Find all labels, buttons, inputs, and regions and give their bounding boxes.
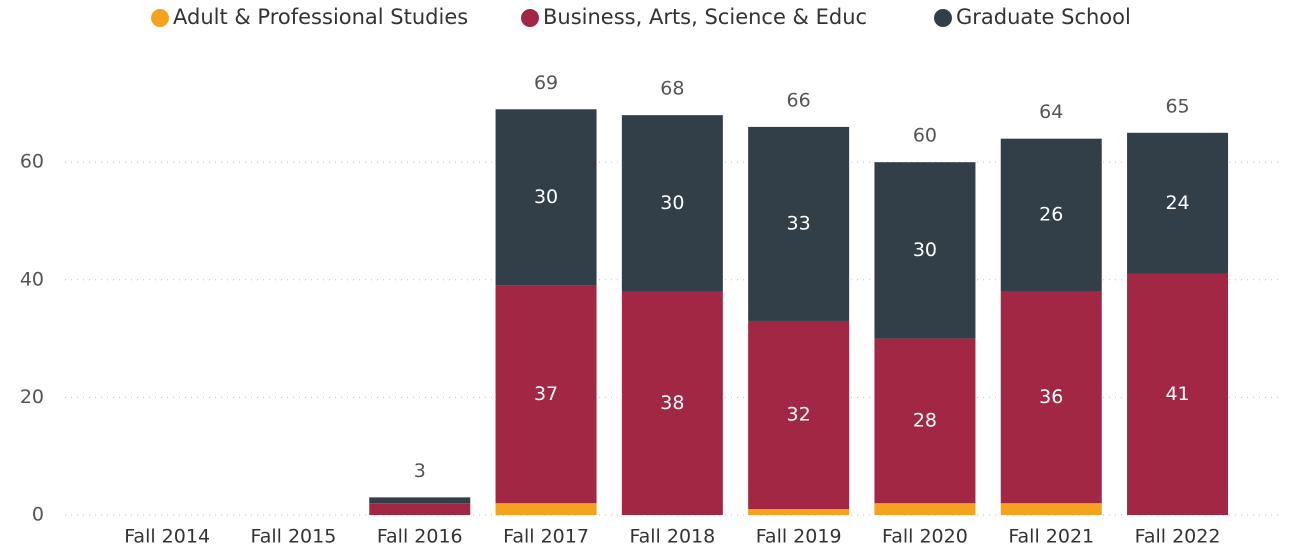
total-label: 66 bbox=[787, 89, 811, 111]
data-label: 37 bbox=[534, 383, 558, 405]
data-label: 30 bbox=[534, 186, 558, 208]
bar-segment bbox=[748, 126, 850, 321]
bar-segment bbox=[1000, 138, 1102, 292]
total-label: 3 bbox=[414, 460, 426, 482]
data-label: 36 bbox=[1039, 386, 1063, 408]
x-tick-label: Fall 2019 bbox=[756, 526, 842, 548]
y-tick-label: 60 bbox=[20, 151, 44, 173]
legend-marker bbox=[934, 9, 952, 27]
data-label: 38 bbox=[660, 392, 684, 414]
y-tick-label: 40 bbox=[20, 268, 44, 290]
bar-segment bbox=[495, 285, 597, 504]
total-label: 68 bbox=[660, 78, 684, 100]
data-label: 24 bbox=[1165, 192, 1189, 214]
bar-segment bbox=[495, 503, 597, 515]
data-label: 33 bbox=[787, 212, 811, 234]
y-tick-label: 0 bbox=[32, 504, 44, 526]
bar-segment bbox=[1000, 503, 1102, 515]
data-label: 41 bbox=[1165, 383, 1189, 405]
x-tick-label: Fall 2016 bbox=[377, 526, 463, 548]
bar-segment bbox=[369, 497, 471, 504]
data-label: 30 bbox=[660, 192, 684, 214]
legend-label: Business, Arts, Science & Educ bbox=[543, 5, 867, 29]
bar-segment bbox=[1127, 132, 1229, 274]
data-label: 30 bbox=[913, 239, 937, 261]
bar-segment bbox=[1000, 291, 1102, 504]
legend-label: Adult & Professional Studies bbox=[173, 5, 468, 29]
total-label: 65 bbox=[1165, 95, 1189, 117]
bar-segment bbox=[748, 509, 850, 515]
bar-segment bbox=[621, 291, 723, 515]
bar-segment bbox=[874, 338, 976, 504]
x-tick-label: Fall 2015 bbox=[251, 526, 337, 548]
x-tick-label: Fall 2020 bbox=[882, 526, 968, 548]
x-tick-label: Fall 2014 bbox=[124, 526, 210, 548]
bar-segment bbox=[748, 320, 850, 510]
bar-segment bbox=[495, 109, 597, 286]
legend-marker bbox=[521, 9, 539, 27]
y-tick-label: 20 bbox=[20, 386, 44, 408]
total-label: 64 bbox=[1039, 101, 1063, 123]
data-label: 32 bbox=[787, 404, 811, 426]
x-tick-label: Fall 2021 bbox=[1008, 526, 1094, 548]
x-tick-label: Fall 2022 bbox=[1135, 526, 1221, 548]
bar-segment bbox=[621, 115, 723, 292]
bar-segment bbox=[369, 503, 471, 515]
x-tick-label: Fall 2017 bbox=[503, 526, 589, 548]
data-label: 26 bbox=[1039, 204, 1063, 226]
bar-segment bbox=[1127, 273, 1229, 515]
legend-label: Graduate School bbox=[956, 5, 1131, 29]
total-label: 60 bbox=[913, 125, 937, 147]
bar-segment bbox=[874, 503, 976, 515]
data-label: 28 bbox=[913, 409, 937, 431]
bar-segment bbox=[874, 162, 976, 339]
legend-marker bbox=[151, 9, 169, 27]
x-tick-label: Fall 2018 bbox=[629, 526, 715, 548]
total-label: 69 bbox=[534, 72, 558, 94]
